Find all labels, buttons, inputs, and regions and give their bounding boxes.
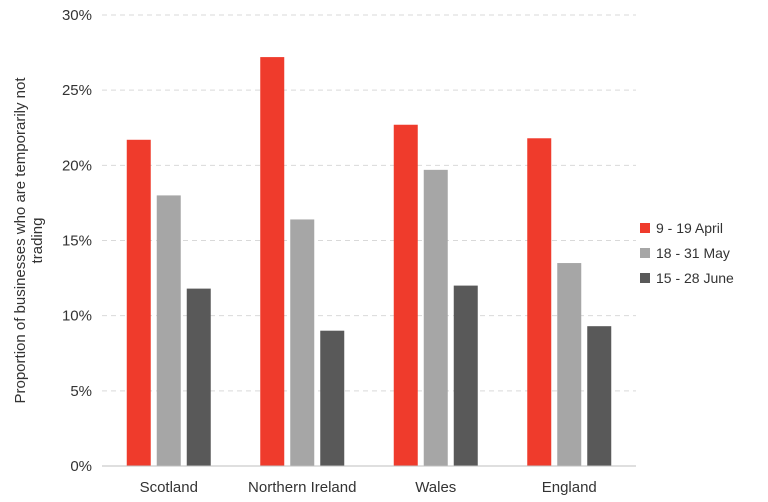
legend-swatch (640, 222, 650, 233)
legend-label: 18 - 31 May (656, 244, 730, 261)
y-tick-label: 20% (62, 157, 92, 174)
bar (126, 139, 151, 466)
bar (527, 138, 552, 467)
legend-swatch (640, 272, 650, 283)
legend-item: 15 - 28 June (640, 265, 734, 290)
y-axis-label: Proportion of businesses who are tempora… (12, 77, 46, 404)
bar (557, 263, 582, 466)
bars (126, 57, 612, 467)
y-tick-label: 15% (62, 233, 92, 250)
legend-label: 15 - 28 June (656, 269, 734, 286)
legend-label: 9 - 19 April (656, 219, 723, 236)
bar (290, 219, 315, 466)
x-tick-label: Wales (415, 479, 456, 496)
bar (186, 288, 211, 466)
legend-item: 9 - 19 April (640, 215, 734, 240)
x-tick-label: Scotland (140, 479, 198, 496)
bar (393, 124, 418, 466)
x-axis-ticks: Scotland Northern Ireland Wales England (140, 479, 597, 496)
y-tick-label: 25% (62, 82, 92, 99)
legend-swatch (640, 247, 650, 258)
bar (156, 195, 181, 466)
x-tick-label: Northern Ireland (248, 479, 356, 496)
legend-item: 18 - 31 May (640, 240, 734, 265)
legend: 9 - 19 April 18 - 31 May 15 - 28 June (640, 215, 734, 290)
gridlines (102, 14, 636, 392)
bar (260, 57, 285, 467)
x-tick-label: England (542, 479, 597, 496)
y-tick-label: 10% (62, 308, 92, 325)
y-tick-label: 0% (70, 458, 92, 475)
bar (320, 330, 345, 466)
bar (587, 326, 612, 466)
bar (453, 285, 478, 466)
bar (423, 169, 448, 467)
y-tick-label: 30% (62, 7, 92, 24)
y-axis-ticks: 0% 5% 10% 15% 20% 25% 30% (62, 7, 92, 475)
y-tick-label: 5% (70, 383, 92, 400)
